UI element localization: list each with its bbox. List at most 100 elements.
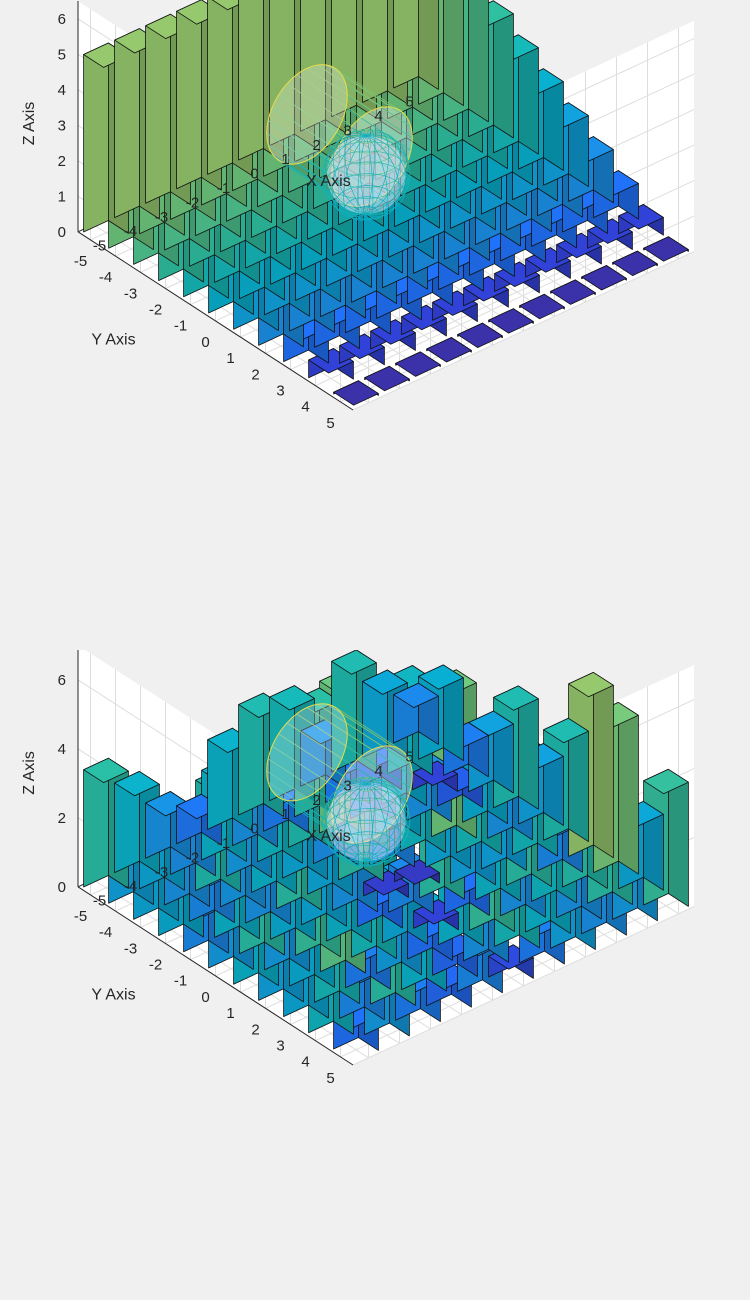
z-tick-label: 2 [58,810,66,827]
cylinder-ruling [286,722,353,766]
z-tick-label: 1 [58,188,66,205]
sphere-wireframe [322,776,411,867]
y-tick-label: -3 [124,940,137,957]
x-axis-label: X Axis [306,173,350,190]
bar-side-face [417,0,439,90]
bar-side-face [442,0,464,106]
y-axis-line [77,231,354,411]
y-tick-label: -2 [149,957,162,974]
bar [457,322,503,349]
sphere-meridian [366,135,411,215]
sphere-meridian [366,135,408,215]
bar-front-face [83,42,109,233]
bar-top-face [269,685,315,711]
bar-top-face [550,279,596,305]
cylinder-ruling [278,733,344,777]
bar-side-face [467,0,489,123]
y-axis-label: Y Axis [91,987,135,1004]
bar [519,293,565,320]
y-tick-label: 3 [276,383,284,400]
bar-top-face [643,768,689,795]
y-tick-label: -5 [74,908,87,925]
cylinder-ruling [267,144,334,187]
x-tick-label: -2 [186,194,199,211]
z-tick-label: 6 [58,11,66,28]
bar [550,279,596,305]
bar-front-face [145,13,171,204]
cylinder-ruling [271,153,338,197]
cylinder-ruling [335,707,401,750]
x-tick-label: -4 [124,878,137,895]
sphere-wireframe [322,128,411,221]
sphere-body [326,782,406,862]
x-tick-label: 0 [250,166,258,183]
bar [426,337,472,363]
grid-line [352,251,695,411]
cylinder-ruling [347,95,413,139]
bar-front-face [238,0,264,161]
sphere-meridian [343,783,367,866]
sphere-meridian [366,783,400,863]
y-tick-label: -3 [124,285,137,302]
sphere-meridian [365,135,374,221]
x-tick-label: -3 [155,864,168,881]
sphere-meridian [322,135,367,215]
bar-top-face [331,650,377,675]
cylinder-ruling [326,703,393,747]
bar-top-face [418,664,464,690]
cylinder-ruling [266,132,332,176]
z-tick-label: 2 [58,153,66,170]
bar-top-face [488,308,534,334]
cylinder-front-rim [266,64,348,165]
sphere-meridian [365,776,375,860]
sphere-meridian [359,128,367,214]
sphere-meridian [344,130,367,215]
y-tick-label: 0 [201,334,209,351]
sphere-meridian [359,776,367,860]
grid-line [352,906,695,1066]
y-axis-line [77,886,354,1066]
x-tick-label: -1 [217,180,230,197]
y-tick-label: -2 [149,302,162,319]
sphere-meridian [366,783,411,860]
cylinder-ruling [267,120,334,164]
x-tick-label: 2 [312,792,320,809]
y-tick-label: 1 [226,350,234,367]
z-tick-label: 0 [58,879,66,896]
bar-front-face [331,650,357,773]
sphere-meridian [365,778,390,860]
bar-top-face [426,337,472,363]
bar [333,380,379,406]
y-tick-label: 3 [276,1038,284,1055]
sphere-meridian [344,778,367,860]
x-tick-label: -5 [93,893,106,910]
cylinder-ruling [335,68,401,112]
x-tick-label: 5 [405,94,413,111]
x-tick-label: 5 [405,749,413,766]
bar-top-face [114,771,160,797]
z-axis-label: Z Axis [21,751,38,795]
y-tick-label: -5 [74,253,87,270]
sphere-meridian [365,128,375,214]
sphere-body [326,135,406,215]
cylinder-ruling [278,94,344,138]
sphere-meridian [366,135,400,217]
cylinder-ruling [271,745,338,789]
x-tick-label: 4 [374,108,382,125]
y-tick-label: 2 [251,366,259,383]
x-tick-label: 0 [250,821,258,838]
x-tick-label: 1 [281,151,289,168]
bar-top-face [362,669,408,695]
x-tick-label: -4 [124,223,137,240]
top-chart-panel: -5 -4 -3 -2 -1 0 1 2 3 4 5 -5 -4 -3 -2 -1 0 1 2 3 4 5 0 1 2 3 4 5 6 X… [21,0,695,432]
sphere-meridian [324,134,367,215]
sphere-meridian [322,783,367,860]
x-tick-label: -3 [155,209,168,226]
bar [395,351,441,377]
bar-top-face [493,685,539,711]
sphere-meridian [366,783,408,861]
grid-line [352,215,695,375]
bar-front-face [176,0,202,190]
y-tick-label: 4 [301,399,309,416]
x-tick-label: 1 [281,806,289,823]
